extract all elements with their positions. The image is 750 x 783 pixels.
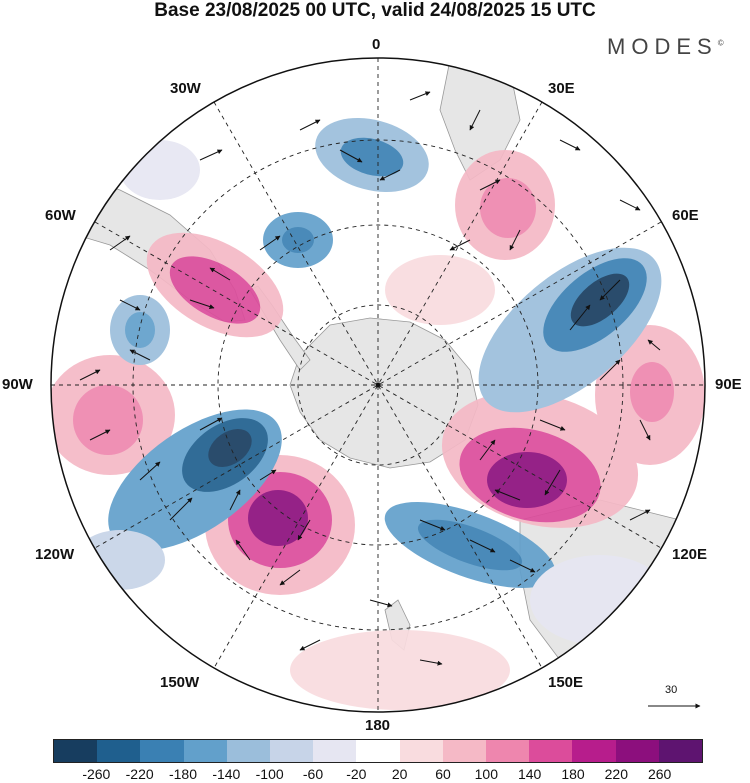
colorbar-swatch-5 xyxy=(270,740,314,762)
colorbar-tick-label: 60 xyxy=(435,766,451,782)
colorbar-swatch-1 xyxy=(97,740,141,762)
reference-vector-label: 30 xyxy=(665,684,678,696)
graticule xyxy=(51,58,705,712)
colorbar-swatch-4 xyxy=(226,740,271,762)
colorbar xyxy=(53,739,703,763)
colorbar-tick-label: 260 xyxy=(647,766,672,782)
map-border xyxy=(50,57,706,713)
south-pole-marker xyxy=(375,382,381,388)
lon-label-0: 0 xyxy=(372,36,381,53)
colorbar-swatch-11 xyxy=(529,740,573,762)
colorbar-tick-label: -100 xyxy=(255,766,284,782)
lon-label-150e: 150E xyxy=(548,674,584,691)
colorbar-swatch-13 xyxy=(615,740,659,762)
lon-label-60e: 60E xyxy=(672,207,699,224)
colorbar-swatch-9 xyxy=(442,740,487,762)
lon-label-30e: 30E xyxy=(548,80,575,97)
height-anomaly-shading xyxy=(51,118,705,710)
lon-label-30w: 30W xyxy=(170,80,201,97)
colorbar-tick-label: -140 xyxy=(212,766,241,782)
negative-anomaly-south xyxy=(384,501,556,589)
positive-anomaly-east xyxy=(595,325,705,465)
colorbar-tick-label: -60 xyxy=(302,766,324,782)
colorbar-tick-label: 100 xyxy=(474,766,499,782)
map-disc xyxy=(51,58,705,712)
lon-label-180: 180 xyxy=(365,717,391,734)
colorbar-tick-label: -20 xyxy=(346,766,367,782)
colorbar-swatch-12 xyxy=(572,740,616,762)
lon-label-150w: 150W xyxy=(160,674,200,691)
modes-logo: MODES© xyxy=(607,34,724,60)
lon-label-60w: 60W xyxy=(45,207,76,224)
colorbar-swatch-0 xyxy=(54,740,98,762)
brand-mark: © xyxy=(717,38,724,48)
colorbar-swatch-10 xyxy=(486,740,530,762)
lon-label-120e: 120E xyxy=(672,546,708,563)
map-title: Base 23/08/2025 00 UTC, valid 24/08/2025… xyxy=(154,0,596,21)
brand-text: MODES xyxy=(607,34,718,59)
colorbar-tick-label: 140 xyxy=(517,766,542,782)
colorbar-swatch-6 xyxy=(313,740,357,762)
lon-label-90w: 90W xyxy=(2,376,33,393)
colorbar-swatch-3 xyxy=(183,740,227,762)
colorbar-tick-label: 20 xyxy=(391,766,408,782)
colorbar-tick-label: 180 xyxy=(561,766,585,782)
positive-anomaly-north xyxy=(290,255,510,710)
colorbar-swatch-7 xyxy=(356,740,400,762)
positive-anomaly-ne xyxy=(455,150,555,260)
lon-label-90e: 90E xyxy=(715,376,742,393)
colorbar-swatch-2 xyxy=(140,740,184,762)
colorbar-tick-label: -260 xyxy=(82,766,111,782)
colorbar-tick-label: 220 xyxy=(604,766,629,782)
wind-vectors xyxy=(79,91,681,666)
lon-label-120w: 120W xyxy=(35,546,75,563)
colorbar-tick-label: -220 xyxy=(125,766,154,782)
colorbar-swatch-14 xyxy=(658,740,703,762)
colorbar-swatch-8 xyxy=(399,740,443,762)
negative-anomaly-north xyxy=(263,118,429,268)
colorbar-tick-label: -180 xyxy=(168,766,198,782)
